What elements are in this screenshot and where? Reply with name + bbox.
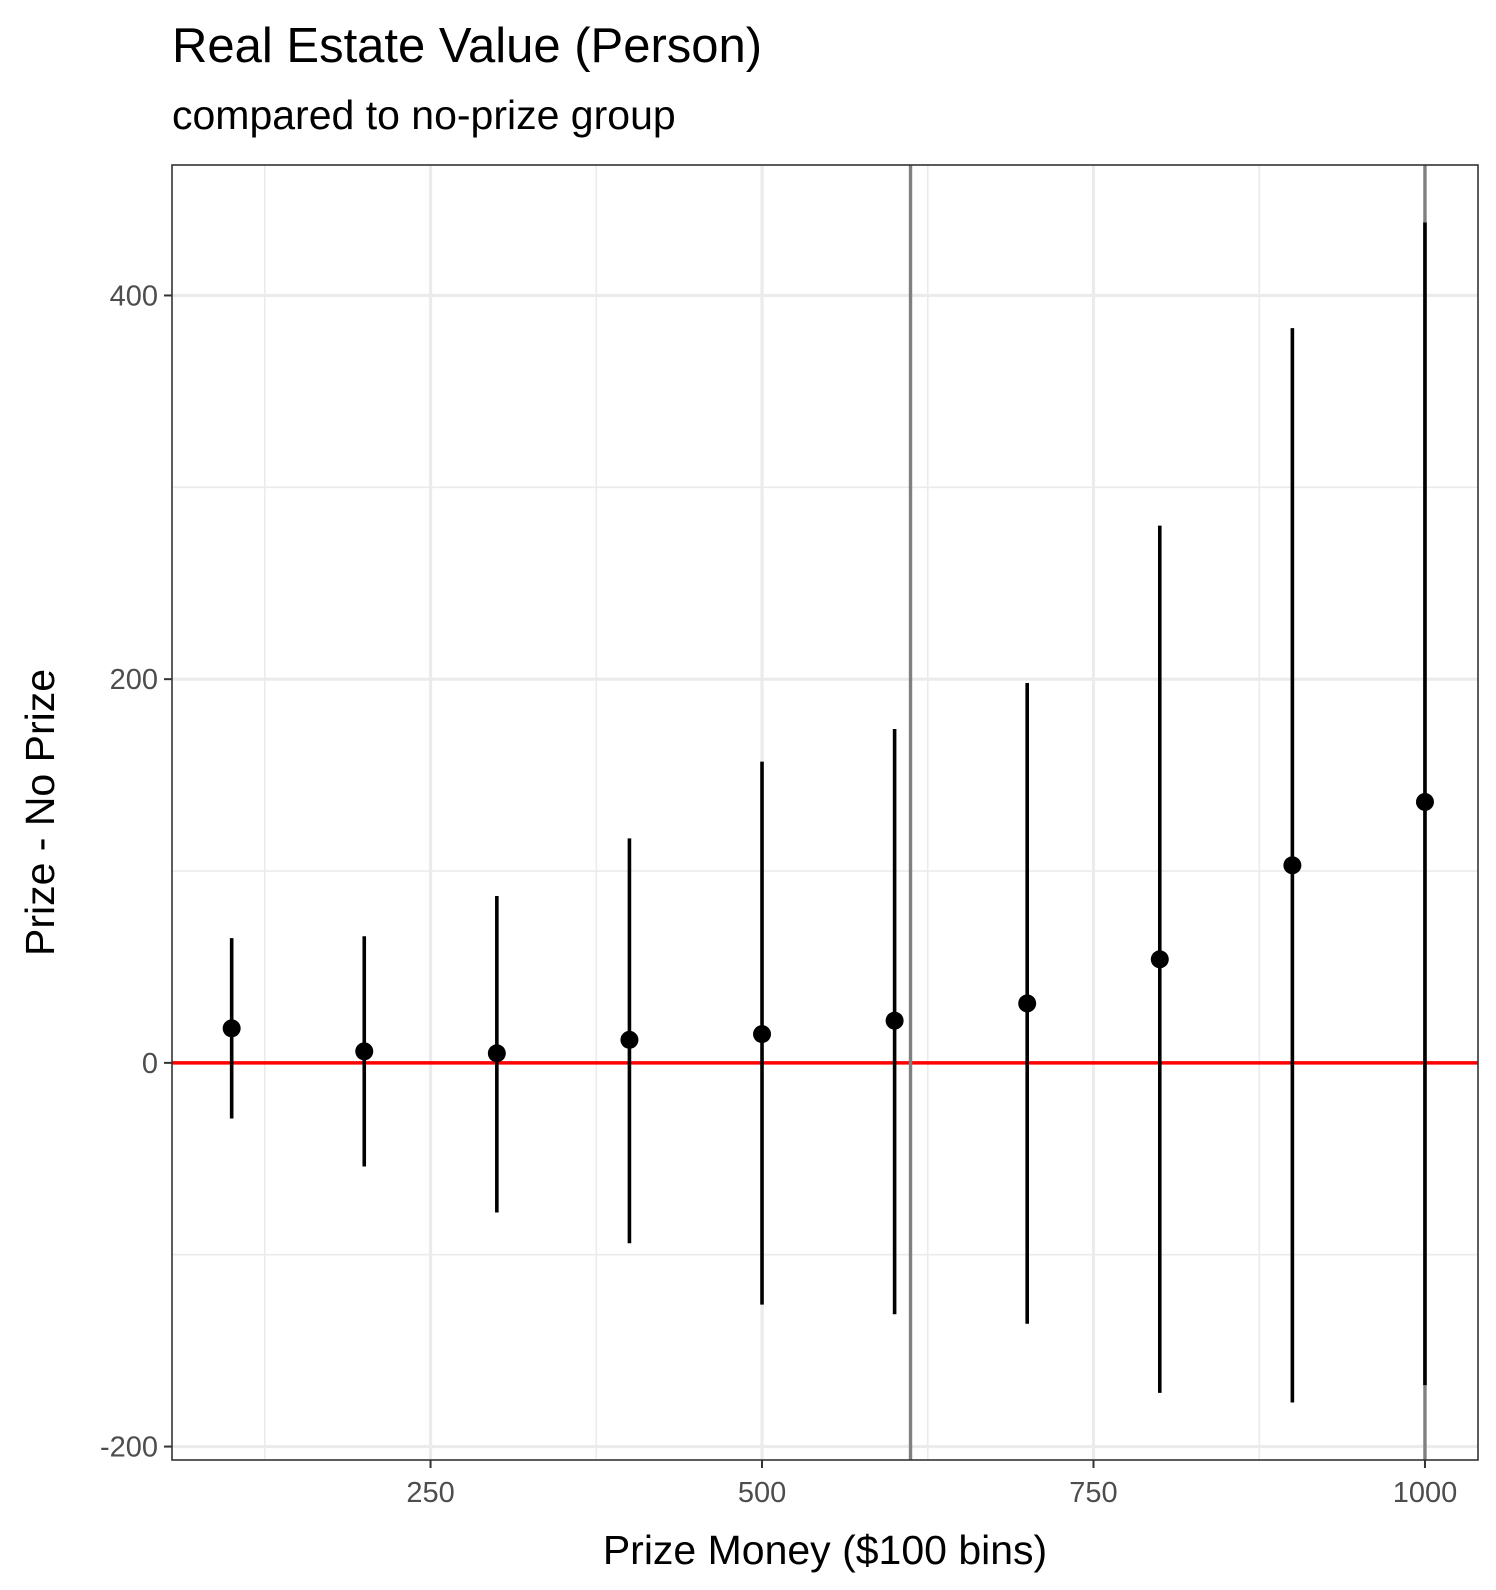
data-point xyxy=(1150,950,1169,969)
data-point xyxy=(753,1025,772,1044)
data-layer xyxy=(222,222,1434,1403)
x-tick-label: 500 xyxy=(738,1477,786,1509)
y-axis-title: Prize - No Prize xyxy=(17,669,63,956)
data-point xyxy=(487,1044,506,1063)
y-tick-label: 0 xyxy=(142,1048,158,1080)
reference-lines xyxy=(172,165,1478,1460)
y-tick-label: -200 xyxy=(100,1432,158,1464)
data-point xyxy=(885,1011,904,1030)
x-tick-label: 1000 xyxy=(1393,1477,1458,1509)
axis-layer: 250 500 750 1000 -200 0 200 400 xyxy=(100,280,1457,1509)
data-point xyxy=(1415,792,1434,811)
x-tick-label: 750 xyxy=(1069,1477,1117,1509)
y-tick-label: 200 xyxy=(110,664,158,696)
grid-layer xyxy=(172,165,1478,1460)
data-point xyxy=(620,1030,639,1049)
data-point xyxy=(355,1042,374,1061)
x-axis-title: Prize Money ($100 bins) xyxy=(603,1527,1047,1573)
chart-subtitle: compared to no-prize group xyxy=(172,92,676,138)
y-tick-label: 400 xyxy=(110,280,158,312)
data-point xyxy=(1283,856,1302,875)
data-point xyxy=(1018,994,1037,1013)
data-point xyxy=(222,1019,241,1038)
x-tick-label: 250 xyxy=(406,1477,454,1509)
panel-border xyxy=(171,164,1479,1461)
chart-title: Real Estate Value (Person) xyxy=(172,19,763,73)
